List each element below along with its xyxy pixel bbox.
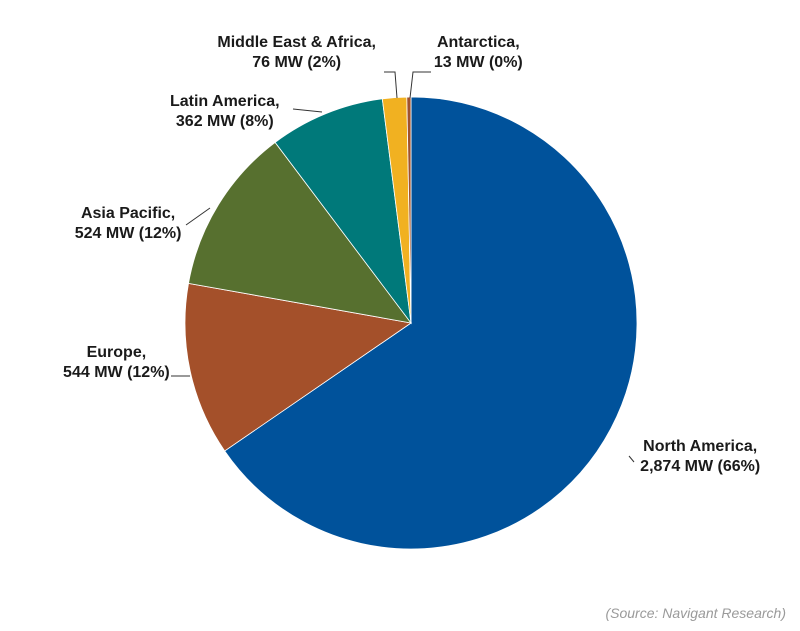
slice-label: Antarctica, 13 MW (0%) (434, 34, 523, 71)
slice-label-value: 2,874 MW (66%) (640, 458, 760, 475)
leader-line (384, 71, 398, 99)
slice-label: Latin America, 362 MW (8%) (170, 93, 280, 130)
slice-label-name: Europe, (87, 344, 147, 361)
slice-label-value: 76 MW (2%) (252, 54, 341, 71)
slice-label-value: 544 MW (12%) (63, 364, 170, 381)
slice-label-name: North America, (643, 438, 757, 455)
slice-label-name: Asia Pacific, (81, 205, 175, 222)
pie-slice-north-america (224, 96, 638, 550)
pie-slice-latin-america (274, 98, 412, 325)
slice-label-value: 362 MW (8%) (176, 113, 274, 130)
slice-label: Europe, 544 MW (12%) (63, 344, 170, 381)
leader-line (185, 207, 211, 226)
leader-line (628, 455, 635, 463)
leader-line (409, 71, 431, 99)
pie-slice-europe (184, 282, 413, 452)
slice-label-name: Antarctica, (437, 34, 520, 51)
slice-label-name: Latin America, (170, 93, 280, 110)
slice-label: Middle East & Africa, 76 MW (2%) (217, 34, 376, 71)
slice-label: Asia Pacific, 524 MW (12%) (75, 205, 182, 242)
leader-line (292, 108, 323, 113)
pie-slice-antarctica (406, 96, 412, 324)
slice-label-value: 13 MW (0%) (434, 54, 523, 71)
pie-slice-asia-pacific (188, 141, 412, 324)
source-note: (Source: Navigant Research) (605, 605, 786, 621)
slice-label: North America, 2,874 MW (66%) (640, 438, 760, 475)
slice-label-name: Middle East & Africa, (217, 34, 376, 51)
slice-label-value: 524 MW (12%) (75, 225, 182, 242)
